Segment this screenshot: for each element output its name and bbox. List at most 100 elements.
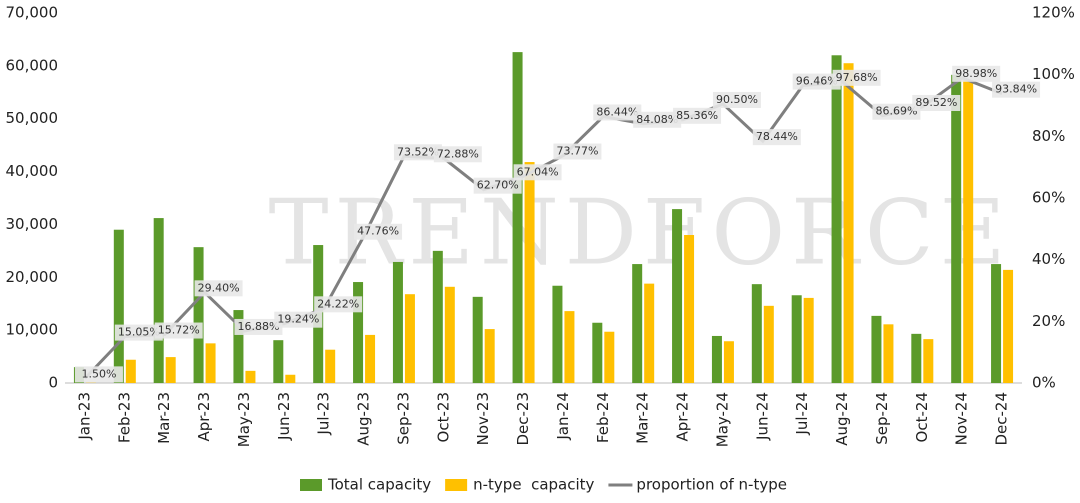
x-tick-label: May-23	[235, 392, 253, 447]
y2ticks-label: 0%	[1032, 374, 1056, 392]
bar	[592, 322, 603, 383]
value-label-bg	[274, 311, 323, 328]
value-label: 97.68%	[836, 71, 878, 84]
value-label-bg	[832, 69, 881, 86]
x-tick-label: Jul-24	[793, 392, 811, 436]
bar	[951, 74, 962, 383]
x-tick-label: Jun-24	[753, 392, 771, 441]
x-tick-label: Apr-24	[674, 392, 692, 442]
yticks-label: 0	[48, 374, 58, 392]
yticks-label: 30,000	[6, 215, 59, 233]
value-label: 15.05%	[118, 326, 160, 339]
value-label-bg	[473, 177, 522, 194]
bar	[353, 282, 364, 383]
value-label-bg	[433, 146, 482, 163]
value-label: 67.04%	[517, 165, 559, 178]
yticks-label: 20,000	[6, 268, 59, 286]
x-tick-label: Mar-24	[634, 392, 652, 444]
value-label: 73.52%	[397, 145, 439, 158]
value-label-bg	[673, 107, 722, 124]
value-label-bg	[114, 324, 163, 341]
value-label: 85.36%	[676, 109, 718, 122]
x-tick-label: Aug-24	[833, 392, 851, 446]
bar	[205, 343, 216, 383]
bar	[193, 247, 204, 383]
legend-swatch	[445, 479, 468, 491]
x-tick-label: Nov-23	[474, 392, 492, 445]
bar	[632, 264, 643, 383]
yticks-label: 60,000	[6, 56, 59, 74]
value-label: 1.50%	[81, 367, 116, 380]
y2ticks-label: 100%	[1032, 65, 1075, 83]
bar	[763, 305, 774, 383]
bar	[871, 315, 882, 383]
legend-swatch	[300, 479, 322, 491]
value-label: 15.72%	[158, 324, 200, 337]
value-label-bg	[593, 104, 642, 121]
bar	[911, 333, 922, 383]
value-label: 16.88%	[237, 320, 279, 333]
value-label-bg	[194, 280, 243, 297]
value-label-bg	[154, 322, 203, 339]
bar	[432, 250, 443, 383]
value-label-bg	[992, 81, 1041, 98]
value-label-bg	[553, 143, 602, 160]
value-label: 96.46%	[796, 75, 838, 88]
bar	[803, 297, 814, 383]
value-label-bg	[792, 73, 841, 90]
x-tick-label: Sep-24	[873, 392, 891, 445]
x-tick-label: Sep-23	[394, 392, 412, 445]
value-label: 29.40%	[198, 281, 240, 294]
bar	[245, 370, 256, 383]
value-label-bg	[513, 164, 562, 181]
value-label-bg	[752, 129, 801, 146]
bar	[684, 235, 695, 383]
bar	[153, 218, 164, 383]
value-label-bg	[912, 94, 961, 111]
bar	[723, 341, 734, 383]
value-label: 90.50%	[716, 93, 758, 106]
value-label-bg	[952, 65, 1001, 82]
yticks-label: 10,000	[6, 321, 59, 339]
y2ticks-label: 40%	[1032, 250, 1065, 268]
x-tick-label: Oct-24	[913, 392, 931, 442]
bar	[791, 295, 802, 383]
value-label-bg	[872, 103, 921, 120]
bar	[923, 339, 934, 383]
bar	[711, 335, 722, 383]
bar	[552, 285, 563, 383]
x-tick-label: Aug-23	[355, 392, 373, 446]
value-label-bg	[354, 223, 403, 240]
value-label: 98.98%	[955, 67, 997, 80]
bar	[751, 284, 762, 383]
bar	[604, 331, 615, 383]
legend-label: Total capacity	[327, 476, 431, 494]
value-label: 72.88%	[437, 147, 479, 160]
bar	[843, 63, 854, 383]
legend-label: proportion of n-type	[636, 476, 787, 494]
bar	[564, 311, 575, 383]
x-tick-label: Mar-23	[155, 392, 173, 444]
bar	[273, 340, 284, 383]
bar	[672, 209, 683, 383]
y2ticks-label: 120%	[1032, 4, 1075, 22]
value-label: 19.24%	[277, 313, 319, 326]
bar	[325, 349, 336, 383]
value-label: 93.84%	[995, 83, 1037, 96]
x-tick-label: May-24	[713, 392, 731, 447]
bar	[285, 374, 296, 383]
bar	[831, 55, 842, 384]
value-label-bg	[393, 144, 442, 161]
value-label-bg	[74, 366, 123, 383]
x-tick-label: Jul-23	[315, 392, 333, 436]
value-label: 86.69%	[875, 105, 917, 118]
yticks-label: 50,000	[6, 109, 59, 127]
bar	[883, 324, 894, 383]
bar	[233, 310, 244, 383]
value-label: 24.22%	[317, 297, 359, 310]
bar	[472, 296, 483, 383]
x-tick-label: Oct-23	[434, 392, 452, 442]
bar	[444, 286, 455, 383]
bar	[125, 359, 136, 383]
x-tick-label: Apr-23	[195, 392, 213, 442]
